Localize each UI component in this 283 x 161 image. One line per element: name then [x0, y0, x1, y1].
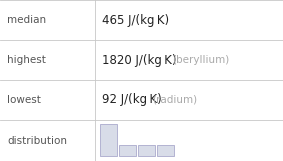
Text: (radium): (radium): [152, 95, 197, 105]
Text: median: median: [7, 15, 46, 25]
Text: 1820 J/(kg K): 1820 J/(kg K): [102, 53, 177, 66]
Text: highest: highest: [7, 55, 46, 65]
Text: 465 J/(kg K): 465 J/(kg K): [102, 14, 169, 27]
Bar: [119, 145, 136, 156]
Bar: [138, 145, 155, 156]
Text: 92 J/(kg K): 92 J/(kg K): [102, 94, 162, 106]
Text: lowest: lowest: [7, 95, 41, 105]
Text: (beryllium): (beryllium): [172, 55, 229, 65]
Bar: [100, 124, 117, 156]
Text: distribution: distribution: [7, 136, 67, 146]
Bar: [157, 145, 174, 156]
